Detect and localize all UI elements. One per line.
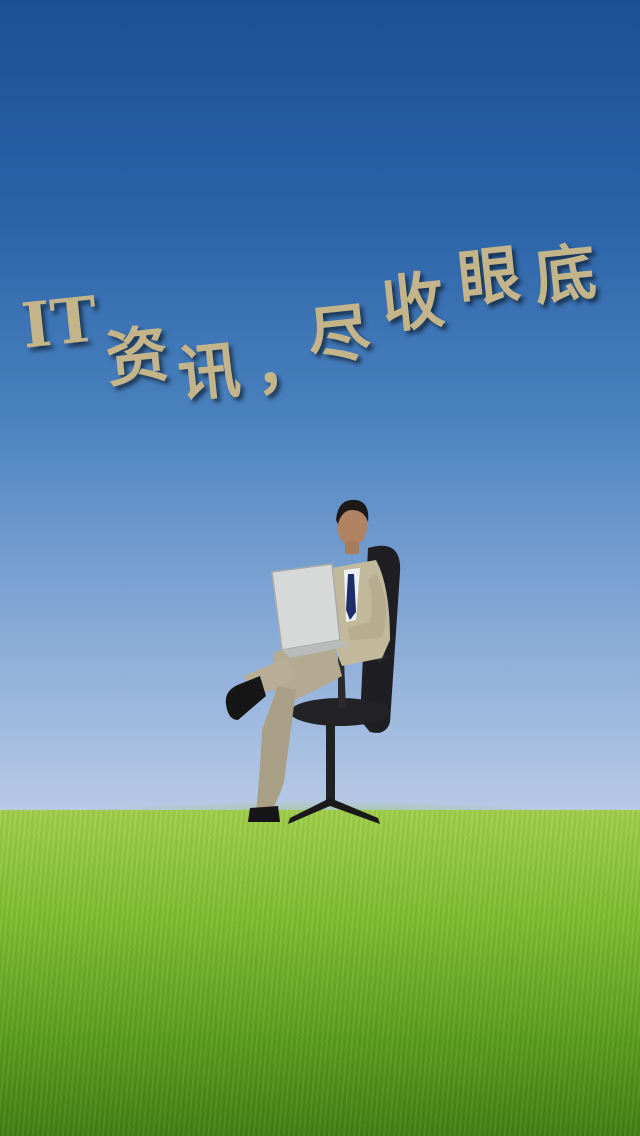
laptop-base — [282, 640, 350, 658]
sky-background — [0, 0, 640, 830]
slogan-char-shou: 收 — [378, 262, 448, 343]
slogan-char-yan: 眼 — [454, 236, 524, 317]
slogan-char-zi: 资 — [102, 316, 172, 397]
shoe-ground — [248, 806, 280, 822]
chair-stem — [326, 722, 335, 800]
suit-arm — [348, 574, 386, 640]
slogan-char-di: 底 — [530, 234, 600, 315]
slogan-char-it: IT — [18, 282, 101, 363]
shoe-raised — [225, 676, 266, 720]
grass-field — [0, 810, 640, 1136]
laptop-lid — [271, 563, 341, 651]
trousers-lower-leg — [256, 686, 296, 812]
slogan-heading: IT 资 讯 ， 尽 收 眼 底 — [18, 230, 622, 430]
head — [337, 506, 367, 546]
chair-base — [288, 798, 380, 824]
slogan-char-jin: 尽 — [304, 294, 374, 375]
chair-seat — [290, 698, 390, 726]
neck — [345, 542, 359, 554]
businessman-illustration — [225, 499, 401, 824]
slogan-char-xun: 讯 — [174, 332, 244, 413]
hair — [336, 499, 369, 524]
necktie — [346, 574, 356, 620]
